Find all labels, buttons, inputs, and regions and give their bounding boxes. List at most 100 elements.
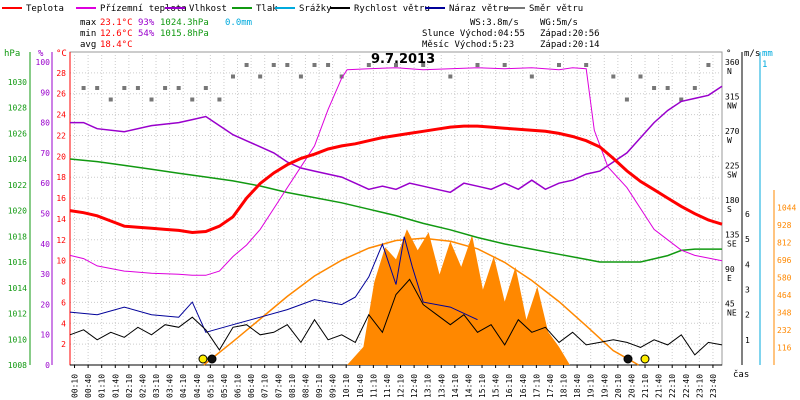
- stat-avg-temp: 18.4°C: [100, 40, 133, 50]
- stat-max-rain: 0.0mm: [225, 18, 252, 28]
- info-ws: WS:3.8m/s: [470, 18, 519, 28]
- tick-label-pct: 50: [40, 210, 50, 219]
- tick-label-hpa: 1020: [8, 207, 27, 216]
- tick-label-c: 16: [56, 194, 66, 203]
- legend-label-naraz: Náraz větru: [449, 4, 509, 14]
- tick-label-solar: 348: [777, 309, 792, 318]
- tick-label-dir: E: [727, 274, 732, 283]
- tick-label-c: 10: [56, 257, 66, 266]
- tick-label-time: 16:10: [505, 374, 514, 398]
- moonrise-marker: [207, 354, 217, 364]
- tick-label-hpa: 1024: [8, 155, 27, 164]
- tick-label-solar: 696: [777, 256, 792, 265]
- astro-markers: [198, 354, 650, 364]
- tick-label-time: 07:10: [261, 374, 270, 398]
- sunset-marker: [640, 354, 650, 364]
- wind-direction-point: [529, 74, 534, 79]
- tick-label-time: 16:40: [519, 374, 528, 398]
- tick-label-time: 02:10: [125, 374, 134, 398]
- tick-label-time: 12:10: [397, 374, 406, 398]
- series: [69, 63, 723, 366]
- stat-max-hum: 93%: [138, 18, 155, 28]
- sunrise-marker: [198, 354, 208, 364]
- grid: [69, 51, 723, 366]
- tick-label-c: 24: [56, 111, 66, 120]
- tick-label-c: 4: [61, 319, 66, 328]
- stat-min-label: min: [80, 29, 96, 39]
- tick-label-deg: 45: [725, 300, 735, 309]
- legend-label-tlak: Tlak: [256, 4, 278, 14]
- tick-label-deg: 360: [725, 58, 740, 67]
- tick-label-time: 09:40: [329, 374, 338, 398]
- stat-max-label: max: [80, 18, 97, 28]
- tick-label-hpa: 1012: [8, 310, 27, 319]
- tick-label-ms: 5: [745, 235, 750, 244]
- tick-label-hpa: 1028: [8, 104, 27, 113]
- tick-label-deg: 225: [725, 162, 740, 171]
- wind-direction-point: [652, 86, 657, 90]
- tick-label-solar: 812: [777, 239, 792, 248]
- tick-label-solar: 580: [777, 274, 792, 283]
- series-sun-curve: [203, 237, 639, 366]
- tick-label-deg: 315: [725, 93, 740, 102]
- wind-direction-point: [258, 74, 263, 79]
- wind-direction-point: [339, 74, 344, 79]
- tick-label-c: 14: [56, 215, 66, 224]
- legend-label-prizemni: Přízemní teplota: [100, 4, 187, 14]
- series-vlhkost: [70, 85, 723, 194]
- wind-direction-point: [271, 63, 276, 67]
- wind-direction-point: [665, 86, 670, 90]
- tick-label-time: 17:10: [532, 374, 541, 398]
- tick-label-c: 18: [56, 173, 66, 182]
- tick-label-time: 07:40: [274, 374, 283, 398]
- tick-label-time: 02:40: [138, 374, 147, 398]
- wind-direction-point: [692, 86, 697, 90]
- series-solar-area: [347, 229, 570, 365]
- stat-avg-label: avg: [80, 40, 96, 50]
- tick-label-dir: SW: [727, 171, 737, 180]
- tick-label-time: 20:10: [614, 374, 623, 398]
- tick-label-solar: 1044: [777, 204, 796, 213]
- tick-label-pct: 0: [45, 361, 50, 370]
- tick-label-time: 17:40: [546, 374, 555, 398]
- tick-label-dir: SE: [727, 240, 737, 249]
- tick-label-time: 18:10: [560, 374, 569, 398]
- series-naraz: [69, 236, 478, 333]
- stat-min-temp: 12.6°C: [100, 29, 133, 39]
- chart-title: 9.7.2013: [371, 52, 435, 67]
- info-sun-set: Západ:20:56: [540, 29, 600, 39]
- wind-direction-point: [706, 63, 711, 67]
- tick-label-time: 22:10: [668, 374, 677, 398]
- tick-label-time: 11:40: [383, 374, 392, 398]
- tick-label-time: 04:10: [179, 374, 188, 398]
- wind-direction-point: [231, 74, 235, 79]
- wind-direction-point: [638, 74, 643, 79]
- tick-label-dir: NE: [727, 309, 737, 318]
- wind-direction-point: [611, 74, 616, 79]
- wind-direction-point: [394, 63, 398, 67]
- wind-direction-point: [421, 63, 426, 67]
- tick-label-time: 23:10: [695, 374, 704, 398]
- info-moon-set: Západ:20:14: [540, 40, 600, 50]
- tick-label-time: 08:10: [288, 374, 297, 398]
- tick-label-hpa: 1030: [8, 78, 27, 87]
- tick-label-time: 11:10: [369, 374, 378, 398]
- info-moon: Měsíc Východ:5:23: [422, 40, 514, 50]
- tick-label-pct: 80: [40, 119, 50, 128]
- tick-label-hpa: 1018: [8, 232, 27, 241]
- stat-min-hum: 54%: [138, 29, 155, 39]
- wind-direction-point: [475, 63, 480, 67]
- tick-label-hpa: 1022: [8, 181, 27, 190]
- tick-label-hpa: 1008: [8, 361, 27, 370]
- tick-label-time: 05:10: [206, 374, 215, 398]
- tick-label-time: 20:40: [627, 374, 636, 398]
- stat-max-press: 1024.3hPa: [160, 18, 209, 28]
- wind-direction-point: [679, 97, 684, 102]
- tick-label-ms: 4: [745, 260, 750, 269]
- tick-label-c: 20: [56, 152, 66, 161]
- tick-label-time: 21:40: [655, 374, 664, 398]
- tick-label-hpa: 1016: [8, 258, 27, 267]
